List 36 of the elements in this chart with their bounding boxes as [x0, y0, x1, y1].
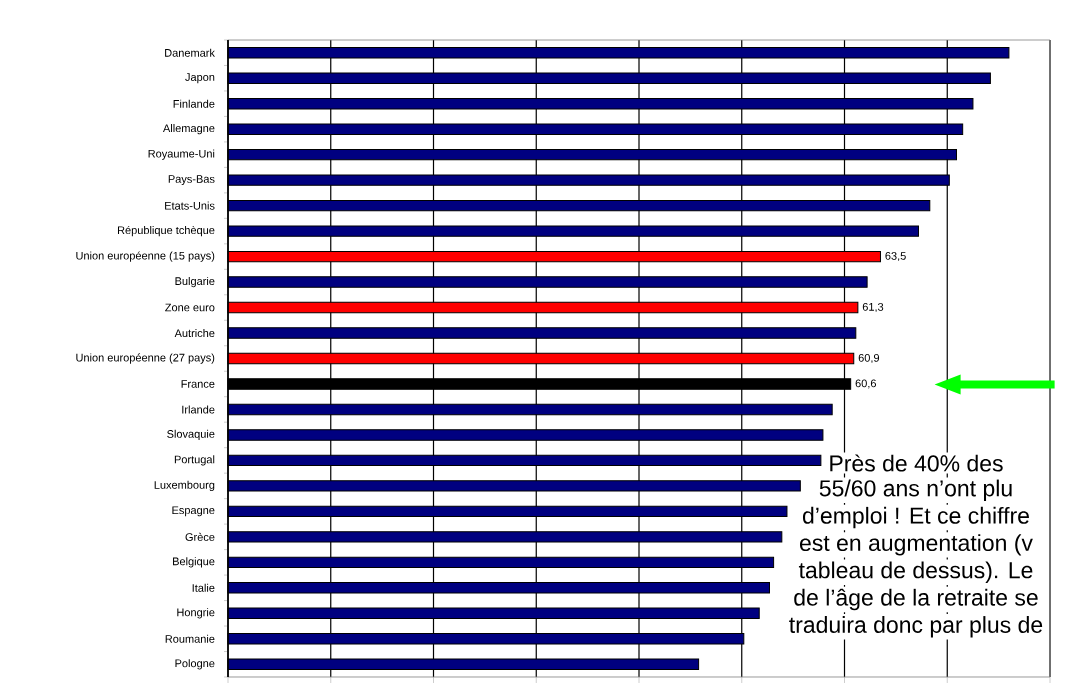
y-tick-label: Japon [185, 73, 215, 84]
y-tick-label: Portugal [174, 455, 215, 466]
y-tick-label: Union européenne (15 pays) [76, 251, 215, 262]
y-tick-label: Espagne [172, 506, 215, 517]
y-tick-label: Italie [192, 583, 215, 592]
annotation: 55/60 ans n’ont plu [819, 479, 1012, 502]
y-tick-label: Finlande [173, 99, 215, 108]
y-tick-label: Irlande [182, 405, 215, 414]
y-tick-label: Bulgarie [175, 277, 215, 288]
y-tick-label: Luxembourg [154, 480, 215, 492]
data-label: 63,5 [885, 252, 906, 262]
y-tick-label: République tchèque [117, 226, 215, 237]
y-tick-label: Etats-Unis [165, 201, 215, 210]
annotation: tableau de dessus). Le [798, 561, 1033, 584]
annotation: d’emploi ! Et ce chiffre [802, 507, 1029, 529]
y-tick-label: Union européenne (27 pays) [76, 353, 215, 364]
y-tick-label: Hongrie [177, 608, 215, 619]
annotation: Près de 40% des [830, 454, 1003, 472]
annotation: est en augmentation (v [799, 534, 1033, 556]
annotation: traduira donc par plus de [789, 616, 1043, 638]
annotation: de l’âge de la retraite se [794, 588, 1038, 611]
y-tick-label: France [181, 380, 215, 388]
data-label: 60,6 [855, 379, 877, 389]
y-tick-label: Royaume-Uni [148, 149, 215, 160]
y-tick-label: Belgique [173, 557, 215, 568]
y-tick-label: Zone euro [165, 303, 215, 312]
y-tick-label: Slovaquie [167, 429, 215, 441]
y-tick-label: Pologne [175, 659, 215, 670]
y-tick-label: Pays-Bas [168, 175, 215, 186]
y-tick-label: Allemagne [162, 124, 215, 135]
y-tick-label: Autriche [174, 329, 215, 338]
data-label: 61,3 [862, 303, 884, 313]
y-tick-label: Grèce [185, 532, 215, 542]
data-label: 60,9 [858, 354, 880, 364]
y-tick-label: Danemark [165, 48, 215, 57]
y-tick-label: Roumanie [165, 634, 215, 643]
